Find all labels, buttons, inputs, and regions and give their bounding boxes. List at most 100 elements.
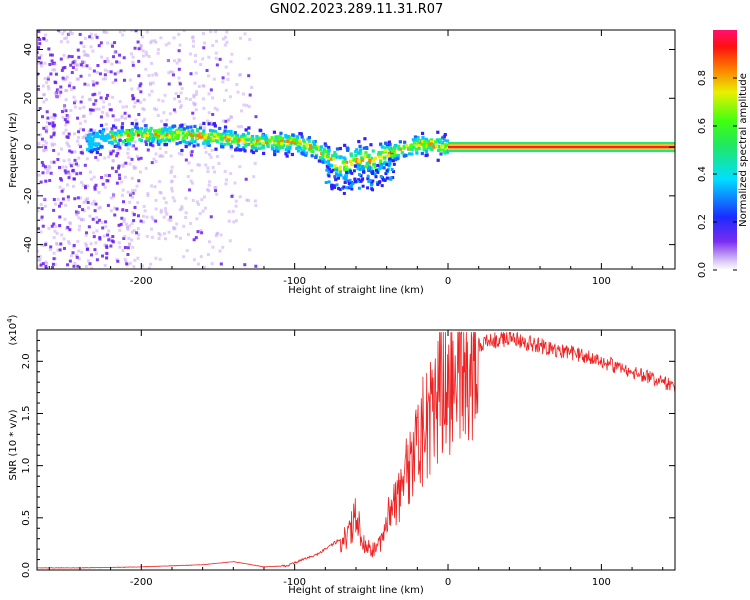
spectrogram-ridge-mark (94, 147, 98, 151)
spectrogram-noise-mark (245, 103, 249, 107)
spectrogram-noise-mark (37, 50, 39, 54)
spectrogram-noise-mark (150, 61, 154, 65)
spectrogram-noise-mark (192, 93, 196, 97)
spectrogram-noise-mark (70, 55, 74, 59)
spectrogram-noise-mark (43, 165, 47, 169)
spectrogram-ridge-mark (318, 156, 323, 160)
spectrogram-noise-mark (169, 154, 173, 158)
spectrogram-ridge-mark (343, 143, 347, 147)
spectrogram-noise-mark (178, 82, 182, 86)
spectrogram-noise-mark (185, 249, 189, 253)
spectrogram-ridge-mark (295, 146, 299, 150)
spectrogram-noise-mark (85, 157, 89, 161)
spectrogram-noise-mark (141, 119, 145, 123)
spectrogram-ridge-mark (305, 146, 309, 150)
spectrogram-ridge-mark (91, 147, 95, 152)
spectrogram-ridge-mark (356, 163, 360, 167)
spectrogram-ridge-mark (161, 130, 165, 134)
spectrogram-noise-mark (165, 118, 169, 122)
spectrogram-ridge-mark (371, 170, 375, 174)
spectrogram-noise-mark (59, 178, 63, 182)
spectrogram-noise-mark (180, 205, 184, 209)
spectrogram-noise-mark (151, 144, 155, 148)
spectrogram-noise-mark (235, 83, 239, 87)
spectrogram-noise-mark (83, 60, 87, 64)
spectrogram-ridge-mark (107, 135, 111, 139)
spectrogram-noise-mark (215, 192, 219, 196)
spectrogram-ridge-mark (219, 142, 224, 146)
spectrogram-noise-mark (130, 195, 134, 199)
spectrogram-noise-mark (160, 119, 164, 123)
spectrogram-noise-mark (97, 44, 101, 48)
spectrogram-ridge-mark (338, 146, 342, 151)
spectrogram-noise-mark (62, 53, 66, 57)
spectrogram-noise-mark (224, 88, 228, 92)
spectrogram-noise-mark (102, 234, 106, 238)
spectrogram-noise-mark (191, 198, 195, 202)
spectrogram-ridge-mark (346, 148, 350, 152)
spectrogram-noise-mark (232, 220, 236, 224)
spectrogram-noise-mark (69, 164, 73, 168)
spectrogram-ridge-mark (420, 131, 425, 136)
spectrogram-ridge-mark (324, 144, 328, 148)
spectrogram-noise-mark (126, 190, 130, 194)
spectrogram-ridge-mark (121, 129, 125, 133)
spectrogram-ridge-mark (110, 134, 114, 139)
spectrogram-ridge-mark (286, 139, 290, 144)
spectrogram-ridge-mark (390, 154, 394, 158)
spectrogram-ridge-mark (120, 125, 124, 129)
spectrogram-noise-mark (119, 136, 123, 140)
spectrogram-noise-mark (219, 233, 223, 237)
spectrogram-ridge-mark (440, 141, 445, 145)
spectrogram-noise-mark (136, 214, 140, 218)
spectrogram-ridge-mark (99, 144, 103, 149)
spectrogram-noise-mark (53, 68, 57, 72)
spectrogram-noise-mark (74, 68, 78, 72)
spectrogram-noise-mark (224, 119, 228, 123)
spectrogram-noise-mark (41, 84, 45, 88)
spectrogram-noise-mark (58, 93, 62, 97)
spectrogram-noise-mark (210, 262, 214, 266)
spectrogram-noise-mark (46, 84, 50, 88)
spectrogram-ridge-mark (156, 130, 160, 134)
spectrogram-noise-mark (143, 209, 147, 213)
spectrogram-noise-mark (108, 236, 112, 240)
spectrogram-noise-mark (128, 200, 132, 204)
spectrogram-ridge-mark (264, 134, 268, 138)
spectrogram-noise-mark (202, 46, 206, 50)
spectrogram-noise-mark (78, 145, 82, 149)
spectrogram-ridge-mark (380, 162, 384, 166)
spectrogram-ridge-mark (95, 143, 99, 147)
spectrogram-ridge-mark (144, 127, 149, 131)
spectrogram-noise-mark (133, 258, 137, 262)
spectrogram-ridge-mark (226, 129, 230, 134)
spectrogram-noise-mark (114, 170, 118, 174)
spectrogram-ridge-mark (354, 158, 358, 162)
spectrogram-ridge-mark (117, 134, 121, 138)
spectrogram-ridge-mark (428, 142, 432, 146)
spectrogram-noise-mark (172, 227, 176, 231)
spectrogram-noise-mark (130, 87, 134, 91)
spectrogram-noise-mark (55, 95, 59, 99)
spectrogram-noise-mark (154, 219, 158, 223)
spectrogram-noise-mark (219, 262, 223, 266)
spectrogram-noise-mark (223, 169, 227, 173)
spectrogram-ridge-mark (341, 187, 345, 191)
spectrogram-noise-mark (122, 219, 126, 223)
spectrogram-ridge-mark (283, 139, 287, 143)
spectrogram-noise-mark (173, 97, 177, 101)
spectrogram-noise-mark (227, 118, 231, 122)
spectrogram-noise-mark (103, 68, 107, 72)
spectrogram-noise-mark (85, 64, 89, 68)
spectrogram-noise-mark (189, 72, 193, 76)
spectrogram-noise-mark (40, 160, 44, 164)
spectrogram-ridge-mark (327, 159, 331, 164)
spectrogram-noise-mark (53, 91, 57, 95)
spectrogram-noise-mark (84, 133, 88, 137)
spectrogram-noise-mark (121, 164, 125, 168)
spectrogram-ridge-mark (89, 145, 94, 149)
spectrogram-ridge-mark (237, 139, 241, 143)
spectrogram-ridge-mark (211, 129, 215, 133)
spectrogram-noise-mark (205, 68, 209, 72)
